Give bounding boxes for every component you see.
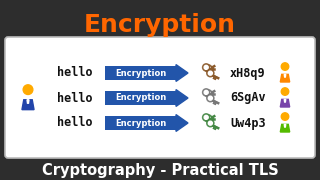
Circle shape [205,115,212,122]
Polygon shape [284,99,286,102]
Text: hello: hello [57,91,93,105]
Circle shape [204,115,208,119]
Polygon shape [22,100,34,110]
Circle shape [208,96,212,100]
Text: Uw4p3: Uw4p3 [230,116,266,129]
FancyBboxPatch shape [5,37,315,158]
Circle shape [207,69,214,77]
Text: hello: hello [57,116,93,129]
Circle shape [203,89,210,96]
Text: Encryption: Encryption [115,93,166,102]
Text: 6SgAv: 6SgAv [230,91,266,105]
Circle shape [203,114,210,121]
Circle shape [205,65,212,72]
Polygon shape [280,99,290,107]
Circle shape [207,94,214,102]
FancyBboxPatch shape [105,66,176,80]
Circle shape [206,91,211,96]
Circle shape [208,121,212,125]
Circle shape [208,71,212,75]
FancyBboxPatch shape [105,91,176,105]
Text: hello: hello [57,66,93,80]
Polygon shape [27,100,29,103]
Polygon shape [284,124,286,127]
FancyBboxPatch shape [105,116,176,130]
Circle shape [203,64,210,71]
Circle shape [23,85,33,95]
Circle shape [281,63,289,70]
Circle shape [207,120,214,127]
Text: Encryption: Encryption [115,69,166,78]
Circle shape [281,88,289,95]
Polygon shape [176,65,188,81]
Polygon shape [284,74,286,77]
Text: Encryption: Encryption [115,118,166,127]
Polygon shape [280,124,290,132]
Circle shape [204,65,208,69]
Text: xH8q9: xH8q9 [230,66,266,80]
Polygon shape [280,74,290,82]
Text: Encryption: Encryption [84,13,236,37]
Circle shape [205,90,212,97]
Circle shape [206,116,211,120]
Circle shape [281,113,289,120]
Text: Cryptography - Practical TLS: Cryptography - Practical TLS [42,163,278,179]
Polygon shape [176,90,188,106]
Circle shape [206,66,211,71]
Polygon shape [176,115,188,131]
Circle shape [204,90,208,94]
